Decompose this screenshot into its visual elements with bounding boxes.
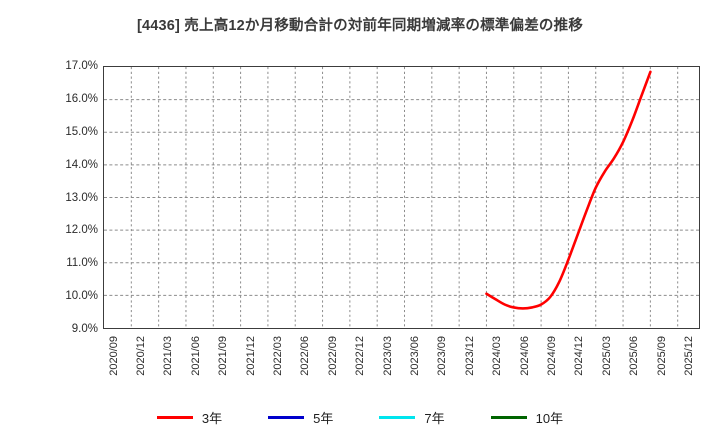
chart-title: [4436] 売上高12か月移動合計の対前年同期増減率の標準偏差の推移 <box>136 18 584 34</box>
x-axis-tick-label: 2021/03 <box>162 336 175 376</box>
x-axis-tick-label: 2020/09 <box>107 336 120 376</box>
legend-color-swatch <box>156 416 193 419</box>
y-axis-tick-label: 13.0% <box>65 191 98 204</box>
y-axis-tick-label: 17.0% <box>65 60 98 72</box>
y-axis-tick-label: 12.0% <box>65 224 98 237</box>
x-axis-tick-label: 2020/12 <box>134 336 147 376</box>
x-axis-tick-label: 2022/03 <box>271 336 284 376</box>
legend-item-10年[interactable]: 10年 <box>490 408 564 427</box>
chart-legend: 3年 5年 7年 10年 <box>0 408 720 427</box>
y-axis-tick-label: 9.0% <box>71 323 98 335</box>
x-axis-tick-label: 2023/06 <box>409 336 421 376</box>
x-axis-tick-label: 2025/09 <box>655 336 668 376</box>
x-axis-tick-label: 2022/09 <box>326 336 339 376</box>
x-axis-tick-labels: 2020/09 2020/12 2021/03 2021/06 2021/09 2021/… <box>103 336 700 416</box>
legend-color-swatch <box>490 416 527 419</box>
x-axis-tick-label: 2025/06 <box>628 336 641 376</box>
legend-item-3年[interactable]: 3年 <box>156 408 223 427</box>
x-axis-tick-label: 2023/09 <box>436 336 449 376</box>
legend-item-7年[interactable]: 7年 <box>379 408 445 427</box>
x-axis-tick-label: 2024/03 <box>491 336 504 376</box>
legend-label: 5年 <box>313 411 334 426</box>
series-line-3年 <box>485 70 652 310</box>
x-axis-tick-label: 2024/06 <box>518 336 531 376</box>
legend-color-swatch <box>268 416 305 419</box>
legend-item-5年[interactable]: 5年 <box>268 408 333 427</box>
legend-label: 3年 <box>201 411 223 426</box>
x-axis-tick-label: 2021/06 <box>189 336 202 376</box>
x-axis-tick-label: 2022/12 <box>354 336 367 376</box>
x-axis-tick-label: 2024/09 <box>546 336 559 376</box>
y-axis-tick-label: 10.0% <box>65 290 98 303</box>
y-axis-tick-label: 11.0% <box>66 257 98 270</box>
x-axis-tick-label: 2021/12 <box>244 336 257 376</box>
x-axis-tick-label: 2025/03 <box>600 336 613 376</box>
legend-label: 7年 <box>424 411 445 426</box>
x-axis-tick-label: 2021/09 <box>217 336 230 376</box>
x-axis-tick-label: 2022/06 <box>299 336 312 376</box>
x-axis-tick-label: 2023/12 <box>463 336 476 376</box>
plot-area <box>103 66 700 329</box>
legend-color-swatch <box>379 416 416 419</box>
data-series-layer <box>485 70 652 310</box>
legend-label: 10年 <box>535 411 564 426</box>
x-axis-tick-label: 2023/03 <box>381 336 394 376</box>
x-axis-tick-label: 2025/12 <box>683 336 696 376</box>
y-axis-tick-label: 16.0% <box>65 92 98 105</box>
gridlines <box>104 67 699 328</box>
y-axis-tick-label: 14.0% <box>65 158 98 171</box>
y-axis-tick-label: 15.0% <box>65 125 98 138</box>
x-axis-tick-label: 2024/12 <box>573 336 586 376</box>
